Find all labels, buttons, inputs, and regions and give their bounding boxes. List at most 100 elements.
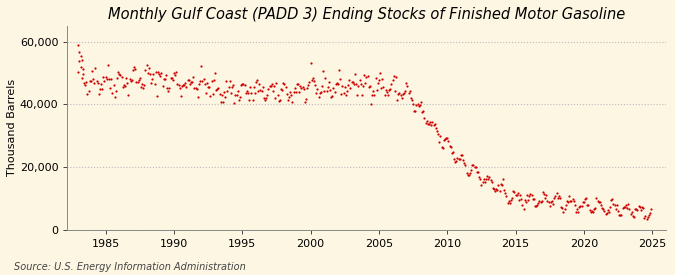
Point [497,183,508,187]
Point [373,77,384,82]
Point [600,212,611,216]
Point [86,79,97,83]
Point [554,194,564,198]
Text: Source: U.S. Energy Information Administration: Source: U.S. Energy Information Administ… [14,262,245,272]
Point [598,207,609,211]
Point [489,187,500,192]
Point [114,72,125,76]
Point [448,150,458,154]
Point [453,157,464,161]
Point [325,88,335,92]
Point [398,90,409,95]
Point [198,77,209,81]
Point [446,145,456,149]
Point [209,78,219,82]
Point [520,199,531,204]
Point [566,199,576,204]
Point [510,192,521,197]
Point [394,90,405,95]
Point [302,86,313,90]
Point [527,197,538,201]
Point [360,81,371,85]
Point [409,109,420,114]
Point [606,197,617,202]
Point [122,81,133,85]
Point [622,205,632,210]
Point [156,71,167,75]
Point [290,85,300,90]
Point [421,119,432,123]
Point [492,188,503,192]
Point [354,78,365,82]
Point [86,69,97,73]
Point [75,54,86,59]
Point [109,95,120,99]
Point [378,85,389,90]
Point [531,204,541,208]
Point [73,70,84,75]
Point [580,196,591,201]
Point [573,210,584,215]
Point [167,78,178,83]
Point [495,182,506,186]
Point [501,194,512,198]
Point [255,88,266,92]
Point [439,138,450,142]
Point [568,199,579,203]
Point [377,76,387,81]
Point [578,200,589,204]
Point [244,98,254,103]
Point [144,65,155,70]
Point [418,109,429,113]
Point [534,198,545,203]
Point [413,103,424,108]
Point [280,85,291,90]
Point [328,85,339,90]
Point [570,210,581,214]
Point [514,198,524,202]
Point [457,153,468,158]
Point [560,203,571,208]
Point [381,90,392,94]
Point [576,204,587,208]
Point [348,82,359,86]
Point [99,79,110,83]
Point [443,139,454,143]
Point [174,86,185,90]
Point [221,79,232,84]
Point [260,98,271,102]
Point [643,213,654,218]
Point [631,207,642,211]
Point [451,159,462,163]
Point [371,88,382,93]
Point [452,155,463,160]
Point [401,81,412,86]
Point [132,79,143,84]
Point [486,180,497,185]
Point [522,193,533,197]
Point [163,88,173,93]
Point [80,83,90,88]
Point [300,96,311,101]
Point [509,189,520,194]
Point [123,93,134,97]
Point [190,86,201,90]
Point [386,82,397,87]
Point [466,168,477,172]
Point [358,84,369,89]
Point [196,64,207,68]
Point [567,197,578,201]
Point [517,203,528,208]
Point [73,43,84,48]
Point [117,85,128,89]
Point [234,97,244,102]
Point [508,189,518,193]
Point [333,82,344,86]
Point [194,82,205,86]
Point [493,182,504,187]
Point [464,173,475,177]
Point [351,82,362,86]
Point [103,62,113,67]
Point [335,76,346,81]
Point [184,78,194,82]
